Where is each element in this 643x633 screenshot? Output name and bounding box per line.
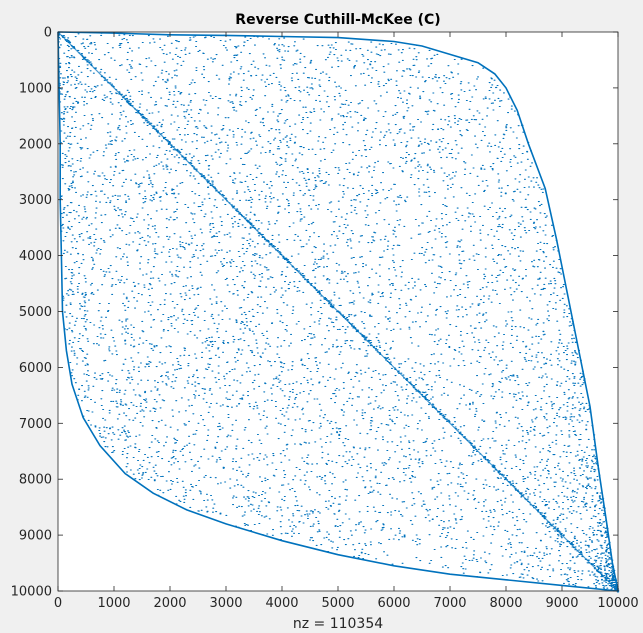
x-tick-label: 3000 [209, 596, 242, 611]
y-tick-label: 8000 [19, 473, 52, 488]
y-tick-label: 2000 [19, 137, 52, 152]
tick-labels: 0 1000 2000 3000 4000 5000 6000 7000 8000 9000 100… [11, 26, 639, 612]
axis-ticks [57, 31, 619, 592]
y-tick-label: 3000 [19, 193, 52, 208]
x-tick-label: 9000 [545, 596, 578, 611]
main-diagonal [57, 31, 619, 592]
y-tick-label: 6000 [19, 361, 52, 376]
x-tick-label: 5000 [321, 596, 354, 611]
y-tick-label: 10000 [11, 585, 52, 600]
x-tick-label: 4000 [265, 596, 298, 611]
chart-title: Reverse Cuthill-McKee (C) [235, 12, 440, 28]
y-tick-label: 0 [44, 26, 52, 41]
y-tick-label: 9000 [19, 529, 52, 544]
x-tick-label: 7000 [433, 596, 466, 611]
x-tick-label: 6000 [377, 596, 410, 611]
y-tick-label: 1000 [19, 81, 52, 96]
y-tick-label: 7000 [19, 417, 52, 432]
x-tick-label: 8000 [489, 596, 522, 611]
profile-envelope [57, 31, 619, 592]
x-tick-label: 1000 [97, 596, 130, 611]
y-tick-label: 4000 [19, 249, 52, 264]
x-axis-label: nz = 110354 [293, 616, 383, 632]
upper-envelope [57, 31, 619, 592]
y-tick-label: 5000 [19, 305, 52, 320]
x-tick-label: 10000 [597, 596, 638, 611]
lower-envelope [57, 31, 619, 592]
x-tick-label: 2000 [153, 596, 186, 611]
x-tick-label: 0 [54, 596, 62, 611]
